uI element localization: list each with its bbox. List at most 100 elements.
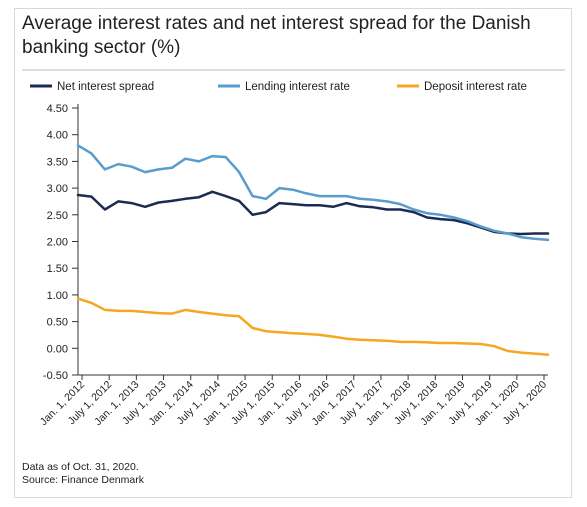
- data-point-net-interest-spread: [103, 208, 106, 211]
- data-point-deposit-interest-rate: [103, 308, 106, 311]
- data-point-net-interest-spread: [546, 232, 550, 235]
- data-point-lending-interest-rate: [291, 188, 294, 191]
- y-tick-label: -0.50: [43, 370, 68, 382]
- data-point-lending-interest-rate: [452, 216, 456, 219]
- data-point-deposit-interest-rate: [345, 337, 348, 340]
- data-point-deposit-interest-rate: [278, 331, 281, 334]
- data-point-lending-interest-rate: [399, 203, 402, 206]
- series-group: [76, 144, 550, 356]
- data-point-net-interest-spread: [318, 204, 321, 207]
- data-point-net-interest-spread: [197, 196, 200, 199]
- data-point-deposit-interest-rate: [332, 335, 335, 338]
- data-point-deposit-interest-rate: [130, 309, 133, 312]
- y-tick-label: 3.50: [47, 156, 68, 168]
- data-point-deposit-interest-rate: [90, 301, 93, 304]
- data-point-net-interest-spread: [278, 202, 281, 205]
- y-tick-label: 0.00: [47, 343, 68, 355]
- data-point-deposit-interest-rate: [251, 326, 254, 330]
- data-point-lending-interest-rate: [184, 157, 187, 160]
- chart-footer: Data as of Oct. 31, 2020. Source: Financ…: [22, 461, 144, 487]
- data-point-lending-interest-rate: [117, 163, 120, 166]
- data-point-deposit-interest-rate: [452, 341, 456, 345]
- data-point-lending-interest-rate: [533, 237, 536, 240]
- data-point-lending-interest-rate: [493, 229, 496, 232]
- data-point-net-interest-spread: [385, 208, 388, 211]
- data-point-deposit-interest-rate: [385, 339, 388, 342]
- y-tick-label: 1.50: [47, 263, 68, 275]
- data-point-lending-interest-rate: [345, 195, 348, 198]
- data-point-lending-interest-rate: [170, 166, 174, 169]
- y-tick-label: 1.00: [47, 290, 68, 302]
- data-point-lending-interest-rate: [479, 225, 482, 228]
- data-point-lending-interest-rate: [211, 155, 214, 158]
- data-point-net-interest-spread: [117, 200, 120, 203]
- data-point-net-interest-spread: [184, 197, 187, 200]
- series-line-lending-interest-rate: [76, 144, 550, 242]
- data-point-lending-interest-rate: [439, 213, 442, 216]
- data-point-lending-interest-rate: [76, 144, 80, 147]
- data-point-net-interest-spread: [291, 203, 294, 206]
- data-point-lending-interest-rate: [385, 200, 388, 203]
- data-point-net-interest-spread: [412, 211, 415, 214]
- data-point-deposit-interest-rate: [533, 352, 536, 355]
- data-point-deposit-interest-rate: [412, 340, 415, 343]
- data-as-of-note: Data as of Oct. 31, 2020.: [22, 461, 139, 473]
- data-point-net-interest-spread: [358, 205, 362, 208]
- data-point-lending-interest-rate: [278, 187, 281, 190]
- data-point-deposit-interest-rate: [117, 309, 120, 312]
- legend-label-deposit-interest-rate: Deposit interest rate: [424, 81, 527, 93]
- data-point-deposit-interest-rate: [197, 310, 200, 314]
- data-point-deposit-interest-rate: [264, 330, 268, 333]
- data-point-lending-interest-rate: [466, 220, 469, 223]
- data-point-net-interest-spread: [426, 216, 429, 219]
- data-point-net-interest-spread: [439, 218, 442, 221]
- data-point-net-interest-spread: [224, 195, 227, 198]
- data-point-deposit-interest-rate: [372, 339, 375, 342]
- y-axis: -0.50 0.00 0.50 1.00 1.50 2.00 2.50 3.00 3.50 4.0…: [43, 103, 79, 382]
- data-point-lending-interest-rate: [144, 171, 147, 174]
- chart-title: Average interest rates and net interest …: [22, 13, 531, 58]
- y-tick-label: 3.00: [47, 183, 68, 195]
- data-point-lending-interest-rate: [197, 160, 200, 163]
- data-point-deposit-interest-rate: [506, 349, 509, 353]
- y-tick-label: 4.00: [47, 130, 68, 142]
- data-point-deposit-interest-rate: [466, 342, 469, 345]
- series-line-net-interest-spread: [76, 190, 550, 236]
- data-point-net-interest-spread: [533, 232, 536, 235]
- data-point-deposit-interest-rate: [224, 314, 227, 317]
- data-point-lending-interest-rate: [90, 152, 93, 155]
- y-tick-label: 4.50: [47, 103, 68, 115]
- data-point-net-interest-spread: [305, 204, 308, 207]
- y-tick-label: 2.00: [47, 237, 68, 249]
- data-point-lending-interest-rate: [224, 156, 227, 159]
- data-point-lending-interest-rate: [358, 197, 362, 200]
- data-point-net-interest-spread: [264, 211, 268, 214]
- data-point-deposit-interest-rate: [184, 308, 187, 311]
- legend: Net interest spread Lending interest rate…: [30, 81, 527, 93]
- data-point-deposit-interest-rate: [426, 341, 429, 344]
- data-point-lending-interest-rate: [103, 168, 106, 171]
- legend-label-net-interest-spread: Net interest spread: [57, 81, 154, 93]
- data-point-lending-interest-rate: [520, 236, 523, 239]
- data-point-lending-interest-rate: [332, 195, 335, 198]
- data-point-net-interest-spread: [130, 202, 133, 205]
- data-point-lending-interest-rate: [251, 195, 254, 198]
- source-note: Source: Finance Denmark: [22, 474, 144, 486]
- data-point-deposit-interest-rate: [493, 345, 496, 348]
- data-point-deposit-interest-rate: [170, 312, 174, 315]
- data-point-net-interest-spread: [76, 193, 80, 197]
- data-point-net-interest-spread: [332, 205, 335, 208]
- data-point-deposit-interest-rate: [479, 342, 482, 346]
- data-point-lending-interest-rate: [238, 171, 241, 174]
- data-point-deposit-interest-rate: [76, 297, 80, 300]
- data-point-net-interest-spread: [211, 190, 214, 193]
- data-point-lending-interest-rate: [372, 198, 375, 201]
- data-point-deposit-interest-rate: [144, 310, 147, 314]
- data-point-deposit-interest-rate: [305, 332, 308, 335]
- chart-frame: [14, 8, 572, 498]
- data-point-lending-interest-rate: [412, 208, 415, 211]
- y-tick-label: 0.50: [47, 317, 68, 329]
- data-point-lending-interest-rate: [506, 232, 509, 235]
